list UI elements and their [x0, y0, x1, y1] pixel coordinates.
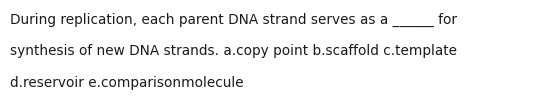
- Text: synthesis of new DNA strands. a.copy point b.scaffold c.template: synthesis of new DNA strands. a.copy poi…: [10, 44, 457, 58]
- Text: During replication, each parent DNA strand serves as a ______ for: During replication, each parent DNA stra…: [10, 13, 457, 27]
- Text: d.reservoir e.comparisonmolecule: d.reservoir e.comparisonmolecule: [10, 76, 244, 90]
